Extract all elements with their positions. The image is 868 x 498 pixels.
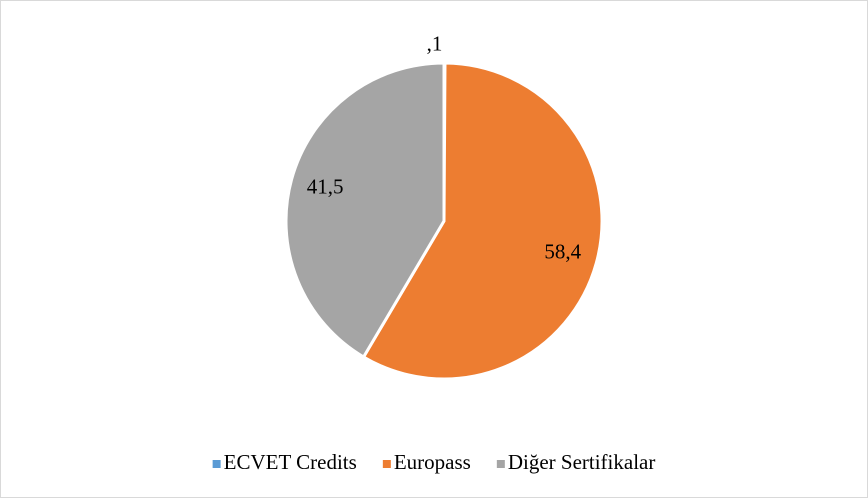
pie-slice [284, 61, 446, 359]
pie-slice [362, 61, 604, 381]
data-label: 41,5 [307, 174, 344, 198]
legend-swatch [496, 460, 505, 468]
legend-label: ECVET Credits [224, 450, 357, 474]
data-label: 58,4 [544, 240, 581, 264]
data-label: ,1 [427, 31, 443, 55]
legend-swatch [382, 460, 391, 468]
legend-label: Diğer Sertifikalar [508, 450, 656, 474]
legend-label: Europass [394, 450, 471, 474]
legend-swatch [212, 460, 221, 468]
